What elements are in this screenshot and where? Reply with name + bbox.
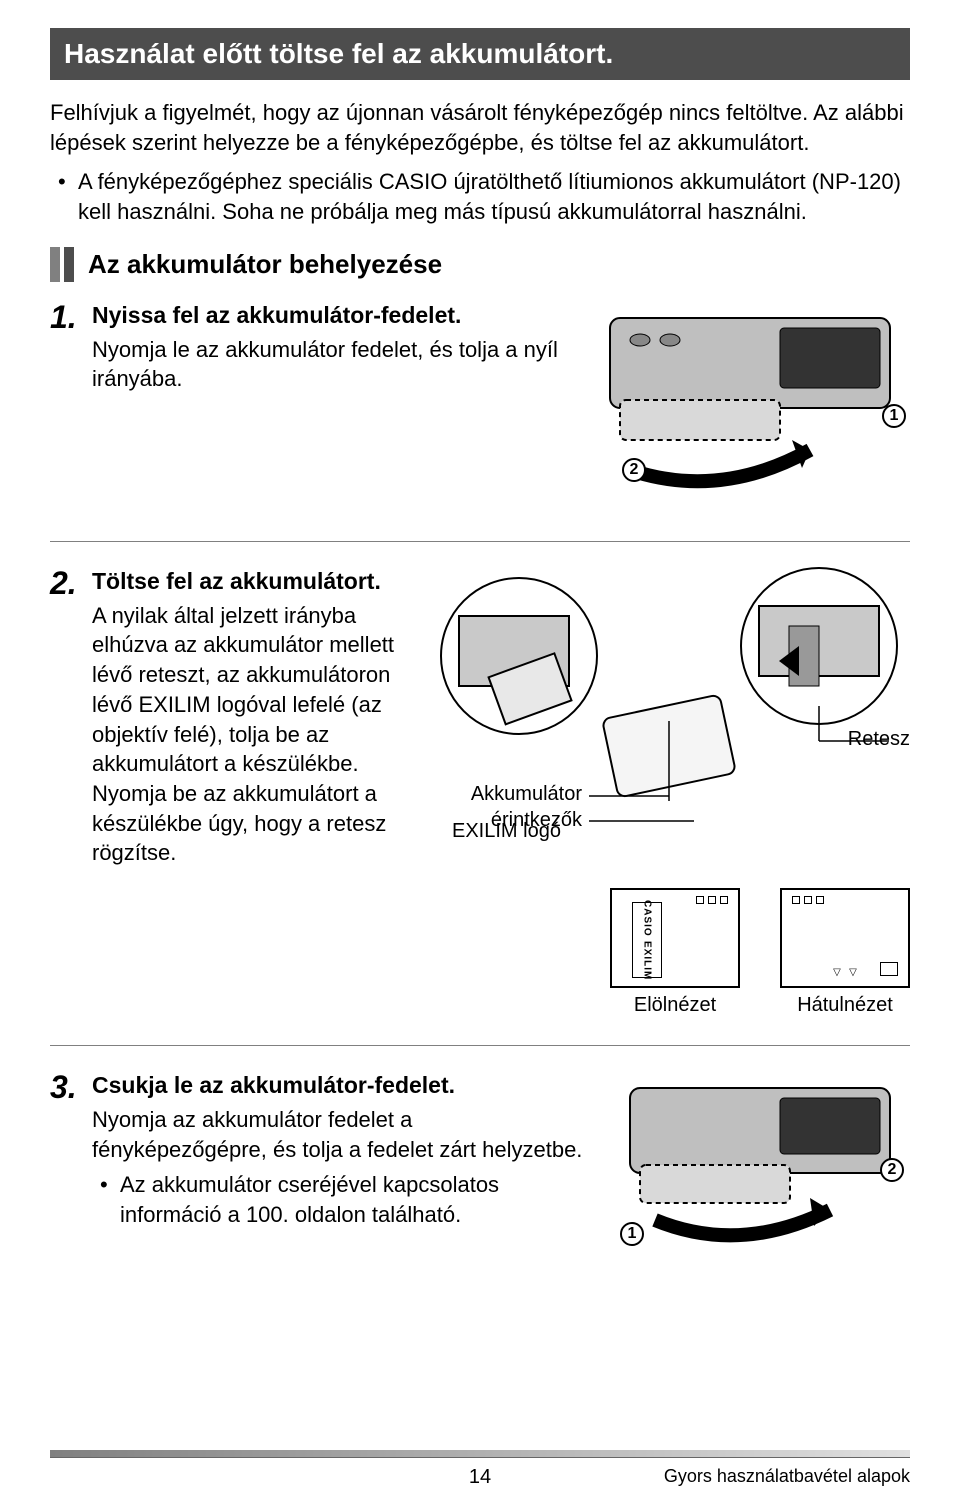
step1-illustration: 1 2 [580,300,910,505]
camera-close-cover-icon [610,1070,910,1260]
step-row: 2. Töltse fel az akkumulátort. A nyilak … [50,566,420,868]
footer-divider [50,1450,910,1458]
step-row: 1. Nyissa fel az akkumulátor-fedelet. Ny… [50,300,560,394]
subheading-bars [50,247,78,282]
step-text: Nyomja le az akkumulátor fedelet, és tol… [92,335,560,394]
circled-one: 1 [620,1222,644,1246]
exilim-text: EXILIM [642,941,653,980]
step-row: 3. Csukja le az akkumulátor-fedelet. Nyo… [50,1070,590,1230]
step-text: Nyomja az akkumulátor fedelet a fényképe… [92,1105,590,1164]
circled-two: 2 [622,458,646,482]
back-view-label: Hátulnézet [780,994,910,1017]
battery-front-icon: CASIO EXILIM [610,888,740,988]
step-title: Nyissa fel az akkumulátor-fedelet. [92,300,560,331]
step2-section: 2. Töltse fel az akkumulátort. A nyilak … [50,566,910,878]
label-exilim-logo: EXILIM logó [452,820,561,842]
step2-illustration: Akkumulátor érintkezők EXILIM logó Retes… [438,566,910,878]
subheading: Az akkumulátor behelyezése [50,247,910,282]
subheading-label: Az akkumulátor behelyezése [88,247,442,282]
step-title: Töltse fel az akkumulátort. [92,566,420,597]
label-box-icon [880,962,898,976]
page-footer: 14 Gyors használatbavétel alapok [0,1450,960,1487]
page-title: Használat előtt töltse fel az akkumuláto… [64,38,613,69]
step-number: 1. [50,300,92,335]
page-title-bar: Használat előtt töltse fel az akkumuláto… [50,28,910,80]
step-title: Csukja le az akkumulátor-fedelet. [92,1070,590,1101]
battery-back-icon: ▽ ▽ [780,888,910,988]
step-sub-bullet: Az akkumulátor cseréjével kapcsolatos in… [92,1170,590,1229]
step1-section: 1. Nyissa fel az akkumulátor-fedelet. Ny… [50,300,910,505]
battery-views-row: CASIO EXILIM Elölnézet ▽ ▽ Hátulnézet [50,888,910,1017]
circled-one: 1 [882,404,906,428]
contacts-icon [696,896,728,904]
label-retesz: Retesz [848,728,910,750]
circled-two: 2 [880,1158,904,1182]
bar-decor [50,247,60,282]
bar-decor [64,247,74,282]
contacts-icon [792,896,824,904]
back-view-block: ▽ ▽ Hátulnézet [780,888,910,1017]
page-number: 14 [469,1466,491,1489]
front-view-block: CASIO EXILIM Elölnézet [610,888,740,1017]
front-view-label: Elölnézet [610,994,740,1017]
intro-paragraph: Felhívjuk a figyelmét, hogy az újonnan v… [50,98,910,157]
casio-text: CASIO [642,900,653,937]
section-divider [50,541,910,542]
step-number: 2. [50,566,92,601]
step-number: 3. [50,1070,92,1105]
step-text: A nyilak által jelzett irányba elhúzva a… [92,601,420,868]
exilim-badge: CASIO EXILIM [632,902,662,978]
intro-bullet: A fényképezőgéphez speciális CASIO újrat… [50,167,910,226]
footer-section-label: Gyors használatbavétel alapok [664,1466,910,1487]
step3-illustration: 2 1 [610,1070,910,1265]
step3-section: 3. Csukja le az akkumulátor-fedelet. Nyo… [50,1070,910,1265]
section-divider [50,1045,910,1046]
